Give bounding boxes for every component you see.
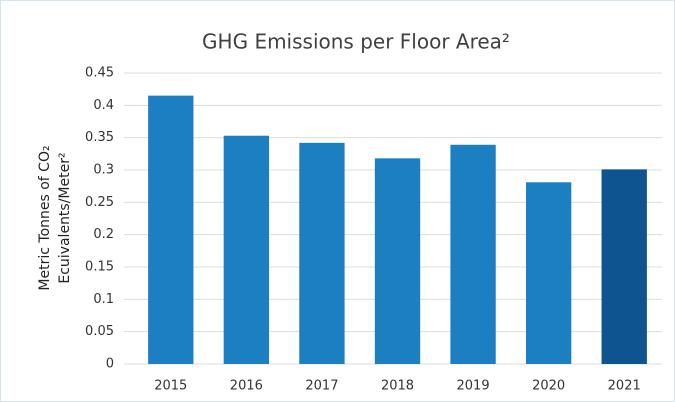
x-tick-label: 2019 bbox=[457, 379, 490, 394]
bar bbox=[450, 144, 496, 364]
y-tick-label: 0.2 bbox=[93, 227, 114, 242]
y-axis-label-line: Ecuivalents/Meter² bbox=[57, 152, 73, 283]
y-tick-label: 0.4 bbox=[93, 98, 114, 113]
y-tick-label: 0 bbox=[106, 357, 114, 372]
bar bbox=[374, 158, 421, 364]
x-tick-label: 2017 bbox=[305, 379, 338, 394]
y-tick-label: 0.05 bbox=[85, 324, 114, 339]
y-tick-label: 0.15 bbox=[85, 260, 114, 275]
x-tick-label: 2018 bbox=[381, 379, 414, 394]
chart-title: GHG Emissions per Floor Area² bbox=[202, 30, 510, 54]
y-axis-label-line: Metric Tonnes of CO₂ bbox=[37, 145, 53, 290]
bar bbox=[601, 169, 647, 364]
y-tick-label: 0.45 bbox=[85, 66, 114, 81]
bar bbox=[525, 182, 572, 364]
x-tick-label: 2016 bbox=[230, 379, 263, 394]
y-tick-label: 0.25 bbox=[85, 195, 114, 210]
y-axis-label: Metric Tonnes of CO₂ Ecuivalents/Meter² bbox=[37, 145, 73, 290]
x-tick-label: 2021 bbox=[608, 379, 641, 394]
y-tick-label: 0.1 bbox=[93, 292, 114, 307]
y-tick-label: 0.35 bbox=[85, 130, 114, 145]
x-tick-label: 2015 bbox=[154, 379, 187, 394]
bar bbox=[299, 142, 345, 364]
y-tick-label: 0.3 bbox=[93, 163, 114, 178]
x-tick-label: 2020 bbox=[532, 379, 565, 394]
bar bbox=[148, 95, 194, 364]
bar bbox=[223, 135, 270, 364]
